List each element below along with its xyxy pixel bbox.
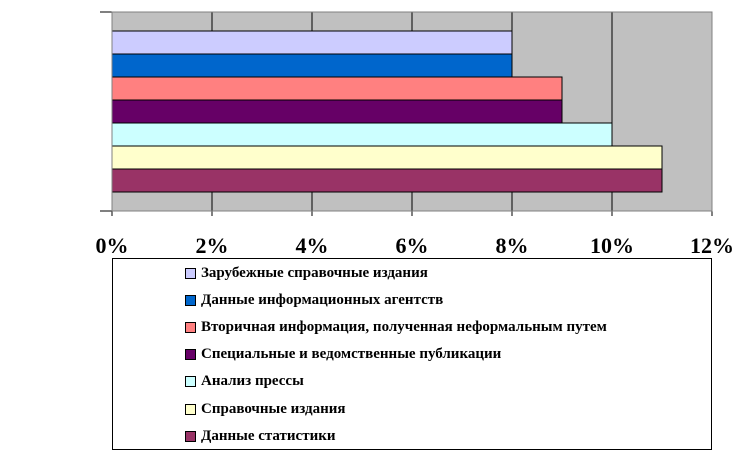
- bar: [111, 168, 663, 193]
- bar: [111, 76, 563, 101]
- x-tick-label: 6%: [396, 233, 429, 258]
- legend-label: Вторичная информация, полученная неформа…: [201, 318, 607, 335]
- x-tick-labels: 0% 2% 4% 6% 8% 10% 12%: [96, 233, 735, 258]
- bar: [111, 145, 663, 170]
- legend-swatch: [185, 376, 196, 388]
- bar-chart: 0% 2% 4% 6% 8% 10% 12%: [96, 11, 735, 258]
- legend-item: Зарубежные справочные издания: [185, 263, 428, 283]
- x-tick-label: 0%: [96, 233, 129, 258]
- plot-border: [111, 11, 713, 212]
- legend-label: Зарубежные справочные издания: [201, 264, 428, 281]
- legend-item: Анализ прессы: [185, 372, 304, 392]
- legend-label: Данные статистики: [201, 427, 336, 444]
- x-tick-label: 10%: [590, 233, 634, 258]
- bar: [111, 122, 613, 147]
- bar: [111, 99, 563, 124]
- legend: Зарубежные справочные издания Данные инфо…: [112, 258, 712, 450]
- x-tick-label: 4%: [296, 233, 329, 258]
- bar: [111, 30, 513, 55]
- x-tick-label: 8%: [496, 233, 529, 258]
- legend-item: Данные информационных агентств: [185, 290, 443, 310]
- x-tick-label: 2%: [196, 233, 229, 258]
- legend-item: Специальные и ведомственные публикации: [185, 345, 501, 365]
- legend-swatch: [185, 321, 196, 333]
- legend-swatch: [185, 294, 196, 306]
- legend-item: Данные статистики: [185, 426, 336, 446]
- legend-label: Данные информационных агентств: [201, 291, 444, 308]
- legend-swatch: [185, 430, 196, 442]
- legend-swatch: [185, 267, 196, 279]
- legend-swatch: [185, 349, 196, 361]
- legend-item: Справочные издания: [185, 399, 346, 419]
- legend-label: Анализ прессы: [201, 373, 304, 390]
- x-tick-label: 12%: [690, 233, 734, 258]
- legend-swatch: [185, 403, 196, 415]
- plot-area: 0% 2% 4% 6% 8% 10% 12%: [96, 11, 735, 258]
- bar: [111, 53, 513, 78]
- legend-label: Специальные и ведомственные публикации: [201, 346, 502, 363]
- axes: [100, 11, 713, 216]
- legend-label: Справочные издания: [201, 400, 346, 417]
- legend-item: Вторичная информация, полученная неформа…: [185, 317, 607, 337]
